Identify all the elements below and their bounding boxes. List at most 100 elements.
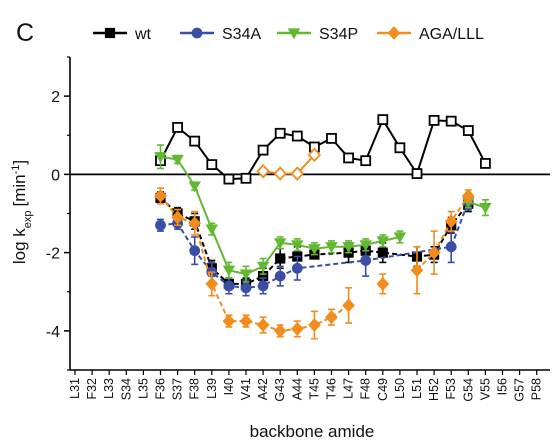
- x-tick-label: A44: [290, 378, 304, 400]
- x-tick-label: L50: [393, 378, 407, 399]
- y-axis-label: log kexp[min-1]: [10, 160, 34, 264]
- x-tick-label: F53: [444, 378, 458, 400]
- x-tick-label: S34: [119, 378, 133, 400]
- legend-item: wt: [93, 26, 152, 43]
- x-tick-label: F38: [188, 378, 202, 400]
- data-point: [377, 114, 389, 125]
- y-tick-label: -4: [46, 324, 60, 341]
- x-tick-label: F48: [359, 378, 373, 400]
- data-point: [394, 142, 406, 154]
- data-point: [275, 253, 286, 264]
- data-point: [325, 242, 338, 253]
- x-tick-label: V55: [478, 378, 492, 400]
- legend-marker: [387, 26, 401, 40]
- series-3: [154, 147, 475, 340]
- series-line: [159, 195, 350, 332]
- data-point: [461, 189, 475, 203]
- data-point: [188, 181, 201, 193]
- x-tick-label: T46: [325, 378, 339, 400]
- data-point: [291, 240, 304, 251]
- series-line: [159, 117, 487, 181]
- data-point: [155, 219, 166, 231]
- data-point: [428, 114, 440, 126]
- data-point: [343, 152, 355, 164]
- legend-item: S34A: [180, 26, 261, 43]
- data-point: [206, 159, 218, 170]
- data-point: [308, 244, 321, 255]
- data-point: [377, 247, 388, 258]
- x-tick-label: F32: [85, 378, 99, 400]
- data-point: [240, 282, 252, 294]
- legend-marker: [287, 28, 301, 40]
- x-tick-label: L31: [68, 378, 82, 399]
- panel-label: C: [16, 19, 34, 47]
- data-point: [240, 172, 252, 184]
- data-point: [342, 298, 355, 313]
- data-point: [222, 314, 236, 328]
- y-tick-label: -2: [46, 246, 60, 263]
- data-point: [273, 166, 287, 181]
- y-tick-label: 2: [51, 89, 60, 106]
- data-point: [222, 265, 236, 277]
- x-tick-label: C49: [376, 378, 390, 401]
- data-point: [290, 322, 304, 336]
- data-point: [290, 166, 305, 181]
- legend-item: S34P: [277, 26, 358, 43]
- data-point: [342, 242, 355, 253]
- x-tick-label: L35: [136, 378, 150, 399]
- data-point: [171, 154, 184, 166]
- data-point: [307, 147, 322, 163]
- x-tick-label: L51: [410, 378, 424, 399]
- data-point: [274, 270, 286, 282]
- data-point: [410, 263, 424, 278]
- series-layer: [154, 114, 492, 340]
- x-tick-label: L33: [102, 378, 116, 399]
- data-point: [189, 135, 201, 147]
- data-point: [360, 155, 372, 167]
- data-point: [257, 280, 269, 292]
- data-point: [256, 163, 270, 179]
- data-point: [171, 210, 184, 225]
- legend-label: AGA/LLL: [419, 26, 484, 43]
- data-point: [479, 158, 491, 169]
- legend-label: S34P: [319, 26, 358, 43]
- x-tick-label: I40: [222, 378, 236, 395]
- data-point: [308, 318, 321, 332]
- legend-label: wt: [134, 26, 152, 43]
- y-tick-label: 0: [51, 167, 60, 184]
- data-point: [256, 261, 270, 273]
- series-2: [154, 144, 492, 283]
- data-point: [393, 232, 407, 244]
- x-tick-label: F36: [154, 378, 168, 400]
- data-point: [376, 277, 390, 291]
- data-point: [189, 245, 201, 257]
- data-point: [154, 152, 167, 163]
- x-tick-label: S37: [171, 378, 185, 400]
- data-point: [359, 240, 372, 251]
- legend-marker: [104, 27, 116, 39]
- data-point: [411, 168, 423, 179]
- data-point: [239, 269, 253, 281]
- data-point: [223, 173, 235, 185]
- x-tick-label: P58: [530, 378, 544, 400]
- x-tick-label: G43: [273, 378, 287, 402]
- data-point: [444, 214, 458, 229]
- data-point: [273, 238, 287, 250]
- legend-marker: [191, 27, 203, 39]
- data-point: [445, 115, 457, 127]
- data-point: [291, 130, 303, 142]
- data-point: [326, 132, 337, 144]
- data-point: [445, 241, 457, 253]
- data-point: [376, 236, 390, 248]
- x-tick-label: A42: [256, 378, 270, 400]
- legend-item: AGA/LLL: [377, 26, 484, 43]
- data-point: [325, 310, 338, 325]
- data-point: [274, 127, 286, 139]
- data-point: [291, 262, 303, 274]
- x-tick-label: G54: [461, 378, 475, 402]
- x-tick-label: I56: [496, 378, 510, 395]
- series-line: [416, 195, 470, 271]
- x-tick-label: H52: [427, 378, 441, 401]
